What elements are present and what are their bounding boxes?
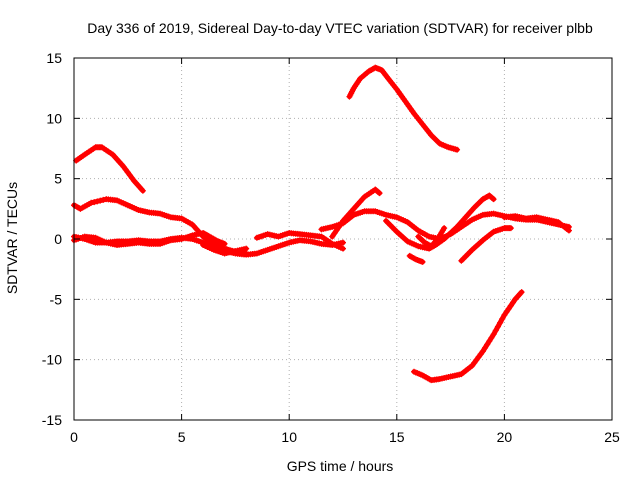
y-tick-label: -5 xyxy=(50,291,63,307)
data-point-marker xyxy=(441,225,448,232)
data-point-marker xyxy=(329,233,336,240)
series-arc-14 xyxy=(411,289,525,384)
data-point-marker xyxy=(501,312,508,319)
data-point-marker xyxy=(482,344,489,351)
data-point-marker xyxy=(100,196,107,203)
data-point-marker xyxy=(492,327,499,334)
series-arc-12 xyxy=(406,252,426,265)
chart-title: Day 336 of 2019, Sidereal Day-to-day VTE… xyxy=(87,20,593,36)
y-tick-label: 0 xyxy=(54,231,62,247)
series-arc-15 xyxy=(501,213,572,234)
x-tick-label: 0 xyxy=(70,429,78,445)
data-point-marker xyxy=(331,230,338,237)
data-point-marker xyxy=(139,187,146,194)
y-tick-label: 10 xyxy=(46,110,62,126)
data-point-marker xyxy=(486,338,493,345)
data-point-marker xyxy=(503,308,510,315)
y-tick-label: -10 xyxy=(42,352,62,368)
data-point-marker xyxy=(452,225,459,232)
data-point-marker xyxy=(565,227,572,234)
data-point-marker xyxy=(454,146,461,153)
plot-frame xyxy=(73,57,613,421)
series-arc-4 xyxy=(71,229,228,249)
data-point-marker xyxy=(340,245,346,252)
data-point-marker xyxy=(489,195,496,202)
data-point-marker xyxy=(337,221,344,228)
data-point-marker xyxy=(94,198,101,205)
series-arc-13 xyxy=(458,225,514,264)
x-axis-label: GPS time / hours xyxy=(287,458,394,474)
data-point-marker xyxy=(335,224,342,231)
data-point-marker xyxy=(490,331,497,338)
data-point-marker xyxy=(518,289,525,296)
x-tick-label: 25 xyxy=(604,429,620,445)
series-arc-9 xyxy=(329,186,383,240)
data-point-marker xyxy=(497,319,504,326)
x-tick-label: 5 xyxy=(178,429,186,445)
data-point-marker xyxy=(333,227,340,234)
data-point-marker xyxy=(507,302,514,309)
data-point-marker xyxy=(243,245,250,252)
y-tick-label: 15 xyxy=(46,50,62,66)
x-tick-label: 10 xyxy=(281,429,297,445)
series-arc-5 xyxy=(200,242,250,257)
data-point-marker xyxy=(376,190,383,197)
tick-layer: 0 5 10 15 20 25 -15 -10 -5 0 5 10 15 xyxy=(42,50,620,445)
y-tick-label: -15 xyxy=(42,412,62,428)
data-point-marker xyxy=(221,240,228,247)
data-point-marker xyxy=(91,199,98,206)
data-point-marker xyxy=(97,197,104,204)
data-point-marker xyxy=(375,189,382,196)
data-point-marker xyxy=(488,334,495,341)
series-arc-7 xyxy=(346,64,461,153)
data-point-marker xyxy=(419,258,426,265)
data-point-marker xyxy=(505,305,512,312)
series-arc-11 xyxy=(415,225,448,250)
data-point-marker xyxy=(510,299,517,306)
data-point-marker xyxy=(484,341,491,348)
data-point-marker xyxy=(490,196,497,203)
grid-layer xyxy=(74,58,612,420)
data-point-marker xyxy=(479,348,486,355)
data-point-marker xyxy=(499,315,506,322)
data-point-marker xyxy=(507,225,514,232)
series-arc-6 xyxy=(253,229,346,252)
data-point-marker xyxy=(494,323,501,330)
series-arc-1 xyxy=(73,144,146,194)
data-point-marker xyxy=(340,239,346,246)
y-axis-label: SDTVAR / TECUs xyxy=(4,182,20,294)
x-tick-label: 20 xyxy=(497,429,513,445)
data-point-marker xyxy=(88,199,95,206)
data-point-marker xyxy=(205,232,212,239)
x-tick-label: 15 xyxy=(389,429,405,445)
y-tick-label: 5 xyxy=(54,171,62,187)
data-layer xyxy=(71,64,572,384)
